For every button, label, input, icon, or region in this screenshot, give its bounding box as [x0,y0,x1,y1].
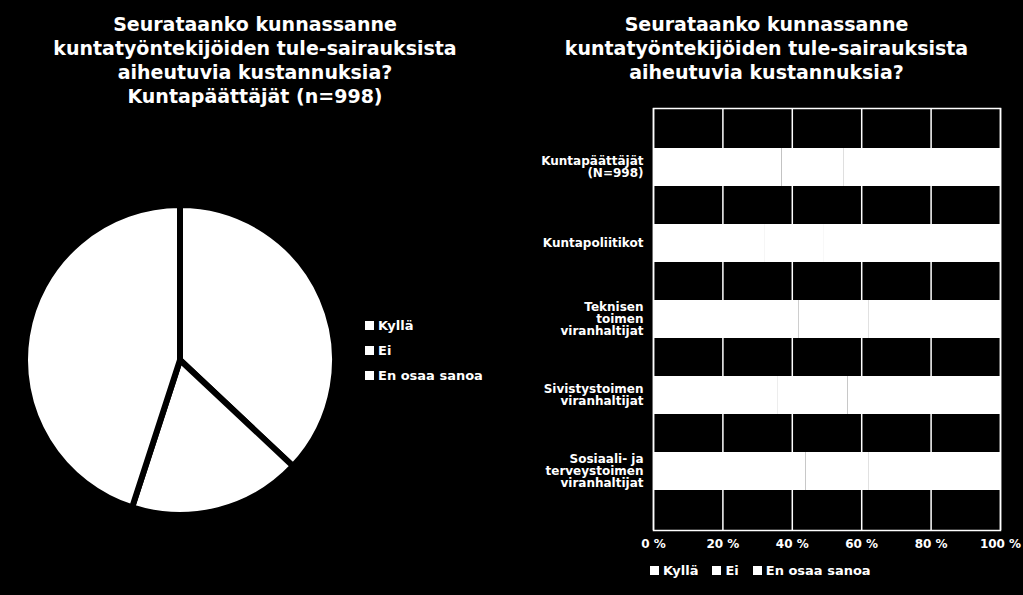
html-text:En osaa sanoa: En osaa sanoa [378,368,483,383]
html-text:En osaa sanoa: En osaa sanoa [765,563,871,578]
svg-text:60 %: 60 % [845,537,878,551]
svg-text:Kuntapoliitikot: Kuntapoliitikot [543,236,644,250]
html-text:Kyllä: Kyllä [378,318,414,333]
html-text:Seurataanko kunnassanne kuntat: Seurataanko kunnassanne kuntatyöntekijöi… [53,13,457,107]
svg-text:Sosiaali- jaterveystoimenviran: Sosiaali- jaterveystoimenviranhaltijat [546,452,644,490]
html-text:Ei: Ei [725,563,739,578]
svg-text:100 %: 100 % [980,537,1021,551]
svg-text:20 %: 20 % [706,537,739,551]
svg-text:0 %: 0 % [641,537,666,551]
svg-text:Teknisentoimenviranhaltijat: Teknisentoimenviranhaltijat [560,300,643,338]
html-text:Ei: Ei [378,343,392,358]
svg-text:80 %: 80 % [915,537,948,551]
html-text:Seurataanko kunnassanne kuntat: Seurataanko kunnassanne kuntatyöntekijöi… [564,13,969,83]
svg-text:Kuntapäättäjät(N=998): Kuntapäättäjät(N=998) [541,154,644,180]
svg-text:Sivistystoimenviranhaltijat: Sivistystoimenviranhaltijat [544,382,644,408]
svg-text:40 %: 40 % [776,537,809,551]
html-text:Kyllä: Kyllä [663,563,699,578]
